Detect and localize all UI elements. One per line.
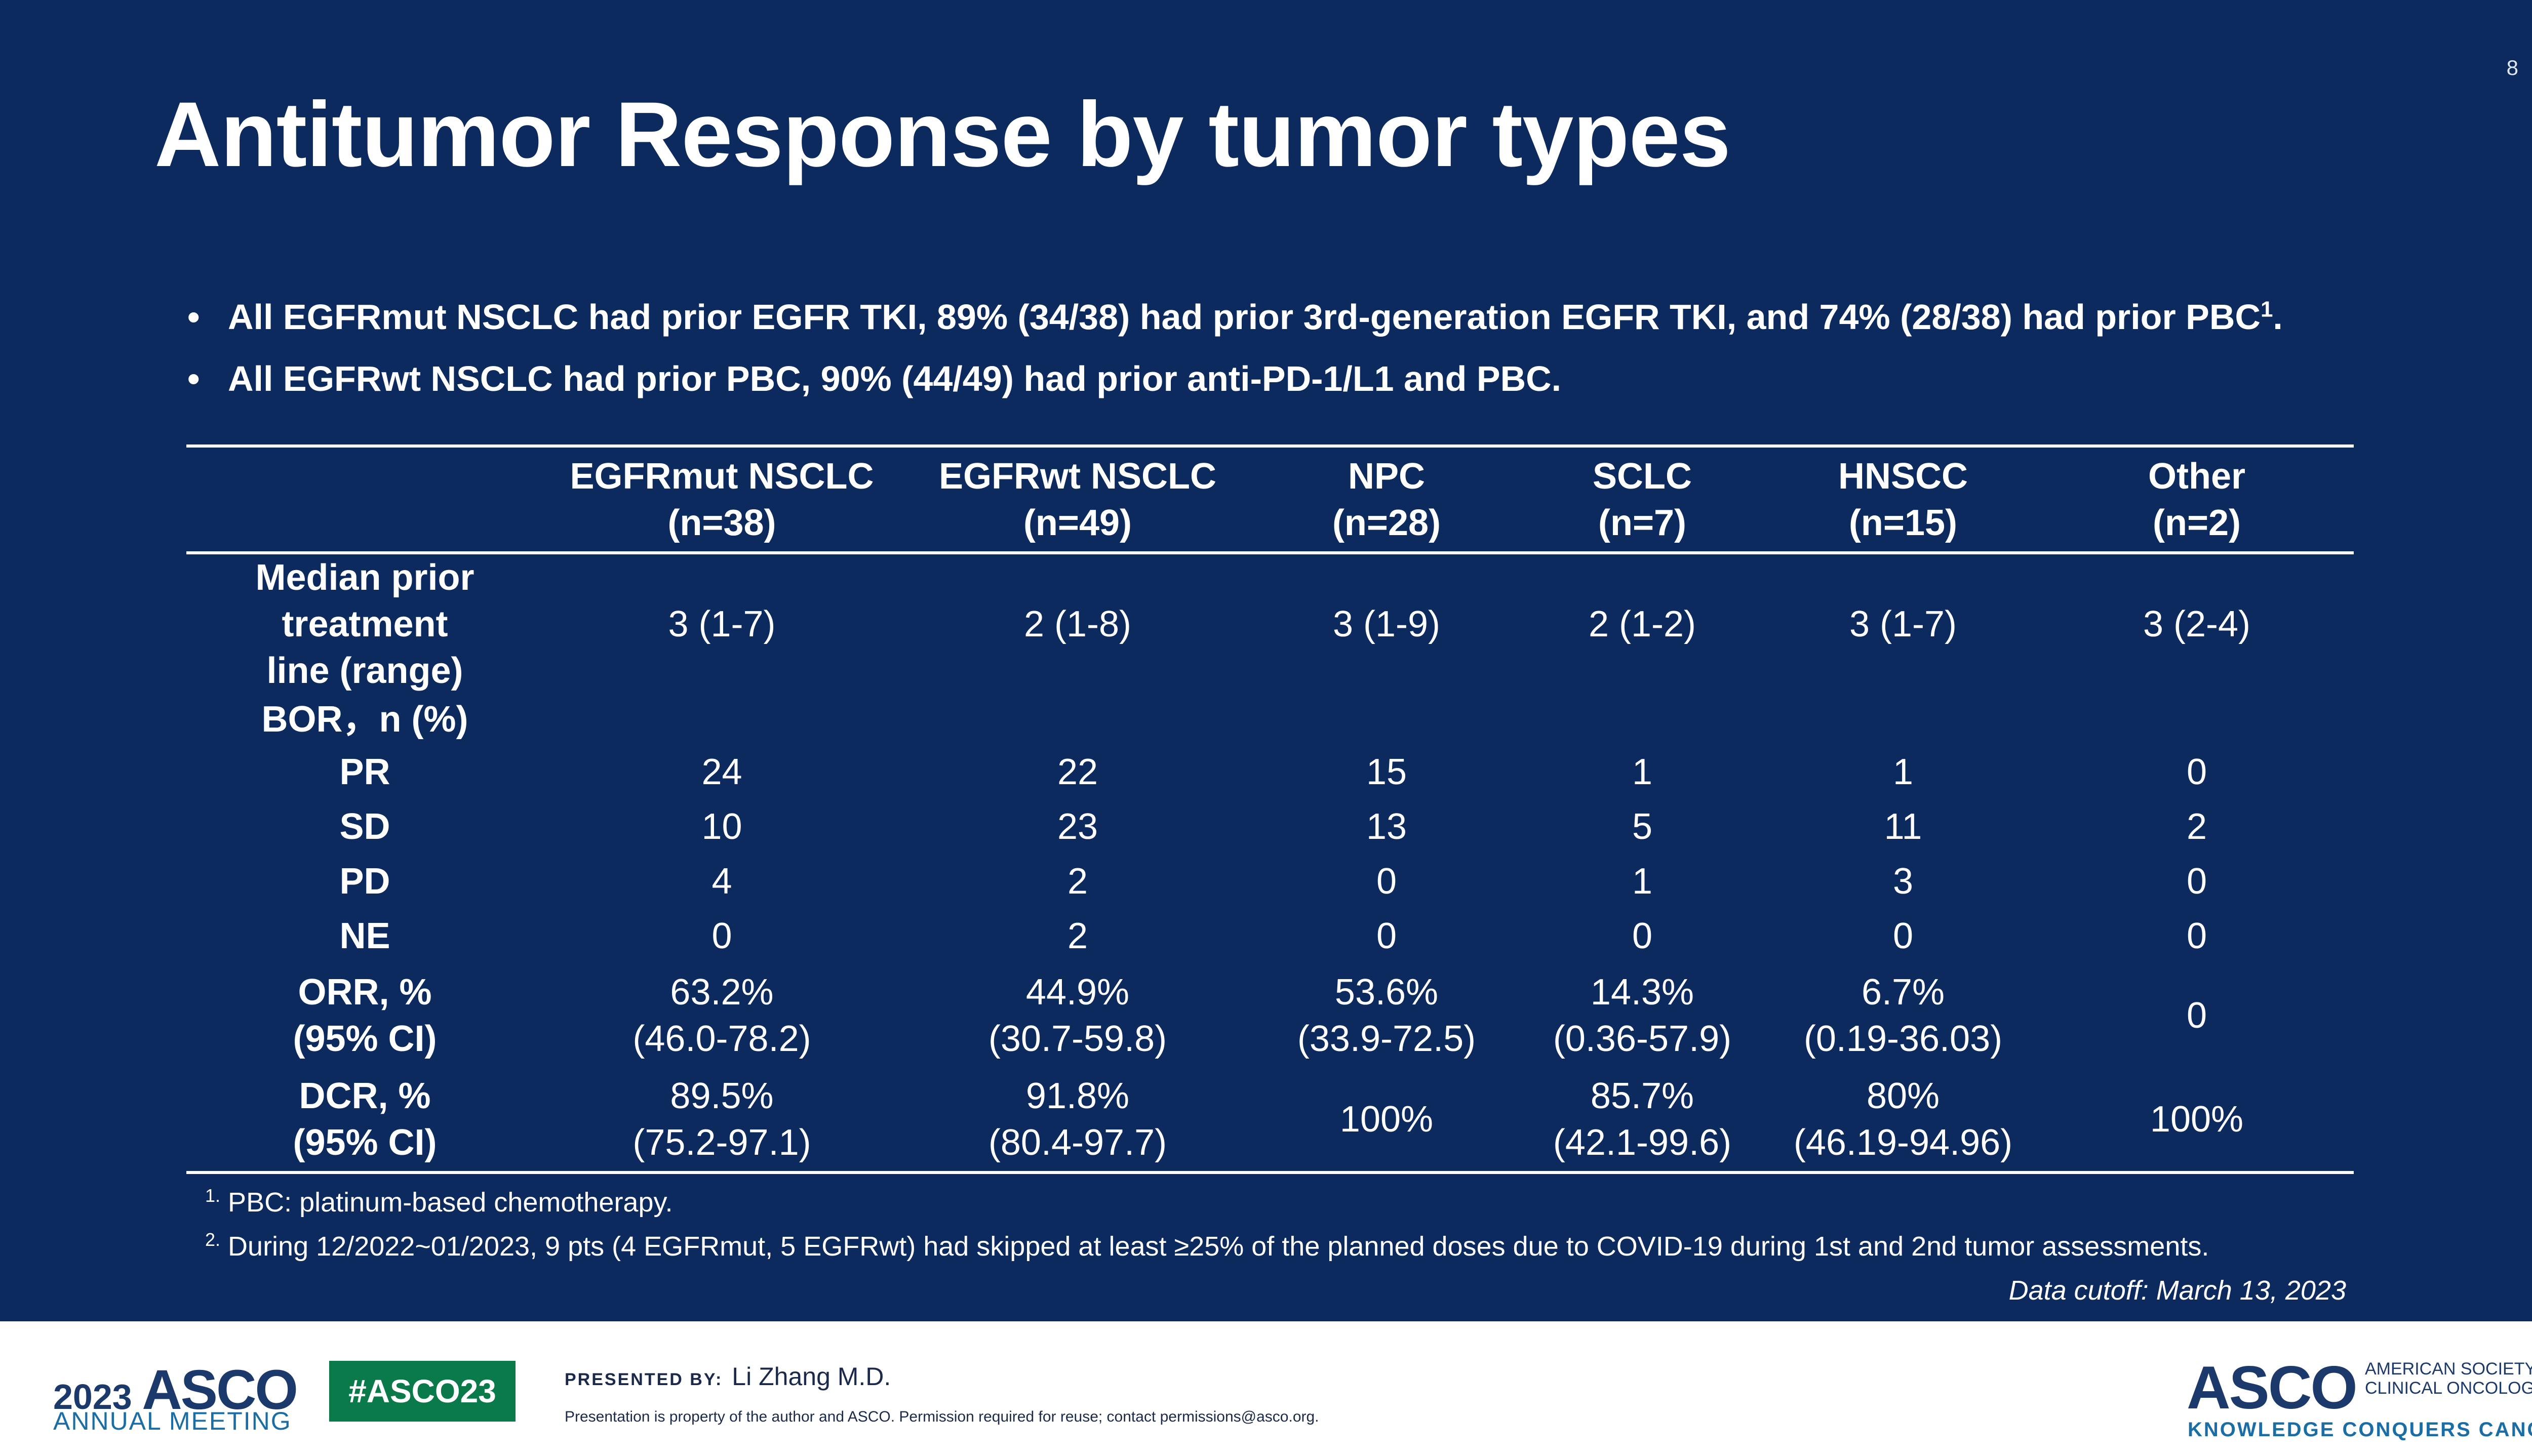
table-cell: 44.9% (30.7-59.8): [988, 972, 1167, 1059]
row-label: ORR, % (95% CI): [293, 972, 437, 1059]
table-cell: 0: [2186, 995, 2207, 1036]
table-cell: 53.6% (33.9-72.5): [1297, 972, 1476, 1059]
row-label: DCR, % (95% CI): [293, 1075, 437, 1163]
table-cell: 3 (1-7): [1849, 604, 1957, 644]
table-cell: 10: [701, 806, 742, 847]
table-cell: 100%: [1339, 1099, 1434, 1140]
page-number: 8: [2506, 56, 2518, 79]
table-cell: 1: [1632, 752, 1653, 792]
bullet-text: All EGFRwt NSCLC had prior PBC, 90% (44/…: [228, 359, 1562, 398]
table-cell: 3 (2-4): [2143, 604, 2251, 644]
footer-bar: 2023 ASCO ANNUAL MEETING #ASCO23 PRESENT…: [0, 1321, 2532, 1456]
table-cell: 3 (1-9): [1332, 604, 1441, 644]
table-cell: 0: [1892, 916, 1914, 956]
table-cell: 2: [2186, 806, 2207, 847]
presented-label: PRESENTED BY:: [565, 1370, 723, 1389]
hashtag-badge: #ASCO23: [329, 1361, 516, 1422]
table-cell: 0: [2186, 861, 2207, 902]
table-cell: 14.3% (0.36-57.9): [1553, 972, 1732, 1059]
table-cell: 1: [1892, 752, 1914, 792]
row-label: PR: [339, 752, 390, 792]
table-cell: 85.7% (42.1-99.6): [1553, 1075, 1732, 1163]
slide: 8 Antitumor Response by tumor types • Al…: [0, 0, 2532, 1321]
table-row-orr: ORR, % (95% CI) 63.2% (46.0-78.2) 44.9% (30…: [186, 963, 2354, 1067]
table-cell: 0: [711, 916, 732, 956]
table-row-ne: NE 0 2 0 0 0 0: [186, 909, 2354, 963]
slide-title: Antitumor Response by tumor types: [154, 83, 1731, 186]
header-npc: NPC (n=28): [1332, 456, 1441, 543]
header-hnscc: HNSCC (n=15): [1838, 456, 1968, 543]
bullet-dot-icon: •: [187, 359, 200, 398]
table-row-pd: PD 4 2 0 1 3 0: [186, 854, 2354, 909]
table-row-median: Median prior treatment line (range) 3 (1-…: [186, 553, 2354, 694]
bullet-item: • All EGFRmut NSCLC had prior EGFR TKI, …: [187, 286, 2491, 348]
row-label: Median prior treatment line (range): [255, 557, 474, 691]
table-header-row: EGFRmut NSCLC (n=38) EGFRwt NSCLC (n=49) N…: [186, 446, 2354, 553]
data-cutoff-note: Data cutoff: March 13, 2023: [2008, 1275, 2346, 1306]
table-cell: 3: [1892, 861, 1914, 902]
table-cell: 2: [1067, 916, 1088, 956]
table-row-dcr: DCR, % (95% CI) 89.5% (75.2-97.1) 91.8% (80…: [186, 1067, 2354, 1172]
table-row-pr: PR 24 22 15 1 1 0: [186, 745, 2354, 799]
footnote-2: 2. During 12/2022~01/2023, 9 pts (4 EGFR…: [205, 1229, 2209, 1262]
table-cell: 15: [1366, 752, 1407, 792]
property-note: Presentation is property of the author a…: [565, 1408, 1319, 1425]
asco-logo: ASCO: [2187, 1354, 2358, 1422]
table-cell: 6.7% (0.19-36.03): [1803, 972, 2003, 1059]
table-cell: 91.8% (80.4-97.7): [988, 1075, 1167, 1163]
response-table: EGFRmut NSCLC (n=38) EGFRwt NSCLC (n=49) N…: [186, 444, 2354, 1174]
meeting-label: ANNUAL MEETING: [53, 1407, 292, 1435]
table-cell: 2: [1067, 861, 1088, 902]
table-cell: 3 (1-7): [668, 604, 776, 644]
table-cell: 5: [1632, 806, 1653, 847]
table-cell: 13: [1366, 806, 1407, 847]
header-empty: [186, 446, 543, 553]
bullet-list: • All EGFRmut NSCLC had prior EGFR TKI, …: [187, 286, 2491, 410]
footnotes: 1. PBC: platinum-based chemotherapy. 2. …: [205, 1177, 2209, 1265]
table-cell: 0: [2186, 916, 2207, 956]
row-label: NE: [339, 916, 390, 956]
presenter-info: PRESENTED BY: Li Zhang M.D.: [565, 1362, 891, 1391]
footnote-ref: 1: [2260, 297, 2273, 322]
table-cell: 1: [1632, 861, 1653, 902]
table-cell: 11: [1884, 806, 1922, 847]
bullet-text: All EGFRmut NSCLC had prior EGFR TKI, 89…: [228, 297, 2261, 337]
table-cell: 89.5% (75.2-97.1): [632, 1075, 811, 1163]
asco-tagline: KNOWLEDGE CONQUERS CANCER: [2188, 1419, 2532, 1441]
table-cell: 2 (1-8): [1023, 604, 1132, 644]
bullet-tail: .: [2273, 297, 2283, 337]
table-cell: 0: [1376, 861, 1397, 902]
table-cell: 63.2% (46.0-78.2): [632, 972, 811, 1059]
header-sclc: SCLC (n=7): [1593, 456, 1692, 543]
bullet-item: • All EGFRwt NSCLC had prior PBC, 90% (4…: [187, 348, 2491, 410]
table-row-sd: SD 10 23 13 5 11 2: [186, 799, 2354, 854]
table-cell: 22: [1057, 752, 1098, 792]
table-cell: 0: [1632, 916, 1653, 956]
footnote-1: 1. PBC: platinum-based chemotherapy.: [205, 1185, 673, 1218]
table-cell: 0: [1376, 916, 1397, 956]
table-cell: 24: [701, 752, 742, 792]
table-cell: 2 (1-2): [1588, 604, 1696, 644]
row-label: SD: [339, 806, 390, 847]
table-cell: 4: [711, 861, 732, 902]
table-cell: 23: [1057, 806, 1098, 847]
meeting-logo: 2023 ASCO: [53, 1359, 298, 1421]
header-egfrwt: EGFRwt NSCLC (n=49): [939, 456, 1216, 543]
table-cell: 100%: [2150, 1099, 2244, 1140]
table-cell: 80% (46.19-94.96): [1793, 1075, 2013, 1163]
row-label: PD: [339, 861, 390, 902]
bullet-dot-icon: •: [187, 297, 200, 337]
presenter-name: Li Zhang M.D.: [732, 1362, 891, 1391]
table-cell: 0: [2186, 752, 2207, 792]
society-name: AMERICAN SOCIETY OFCLINICAL ONCOLOGY: [2365, 1359, 2532, 1398]
header-egfrmut: EGFRmut NSCLC (n=38): [570, 456, 874, 543]
row-label: BOR，n (%): [261, 699, 468, 740]
table-row-bor: BOR，n (%): [186, 694, 2354, 745]
header-other: Other (n=2): [2148, 456, 2246, 543]
